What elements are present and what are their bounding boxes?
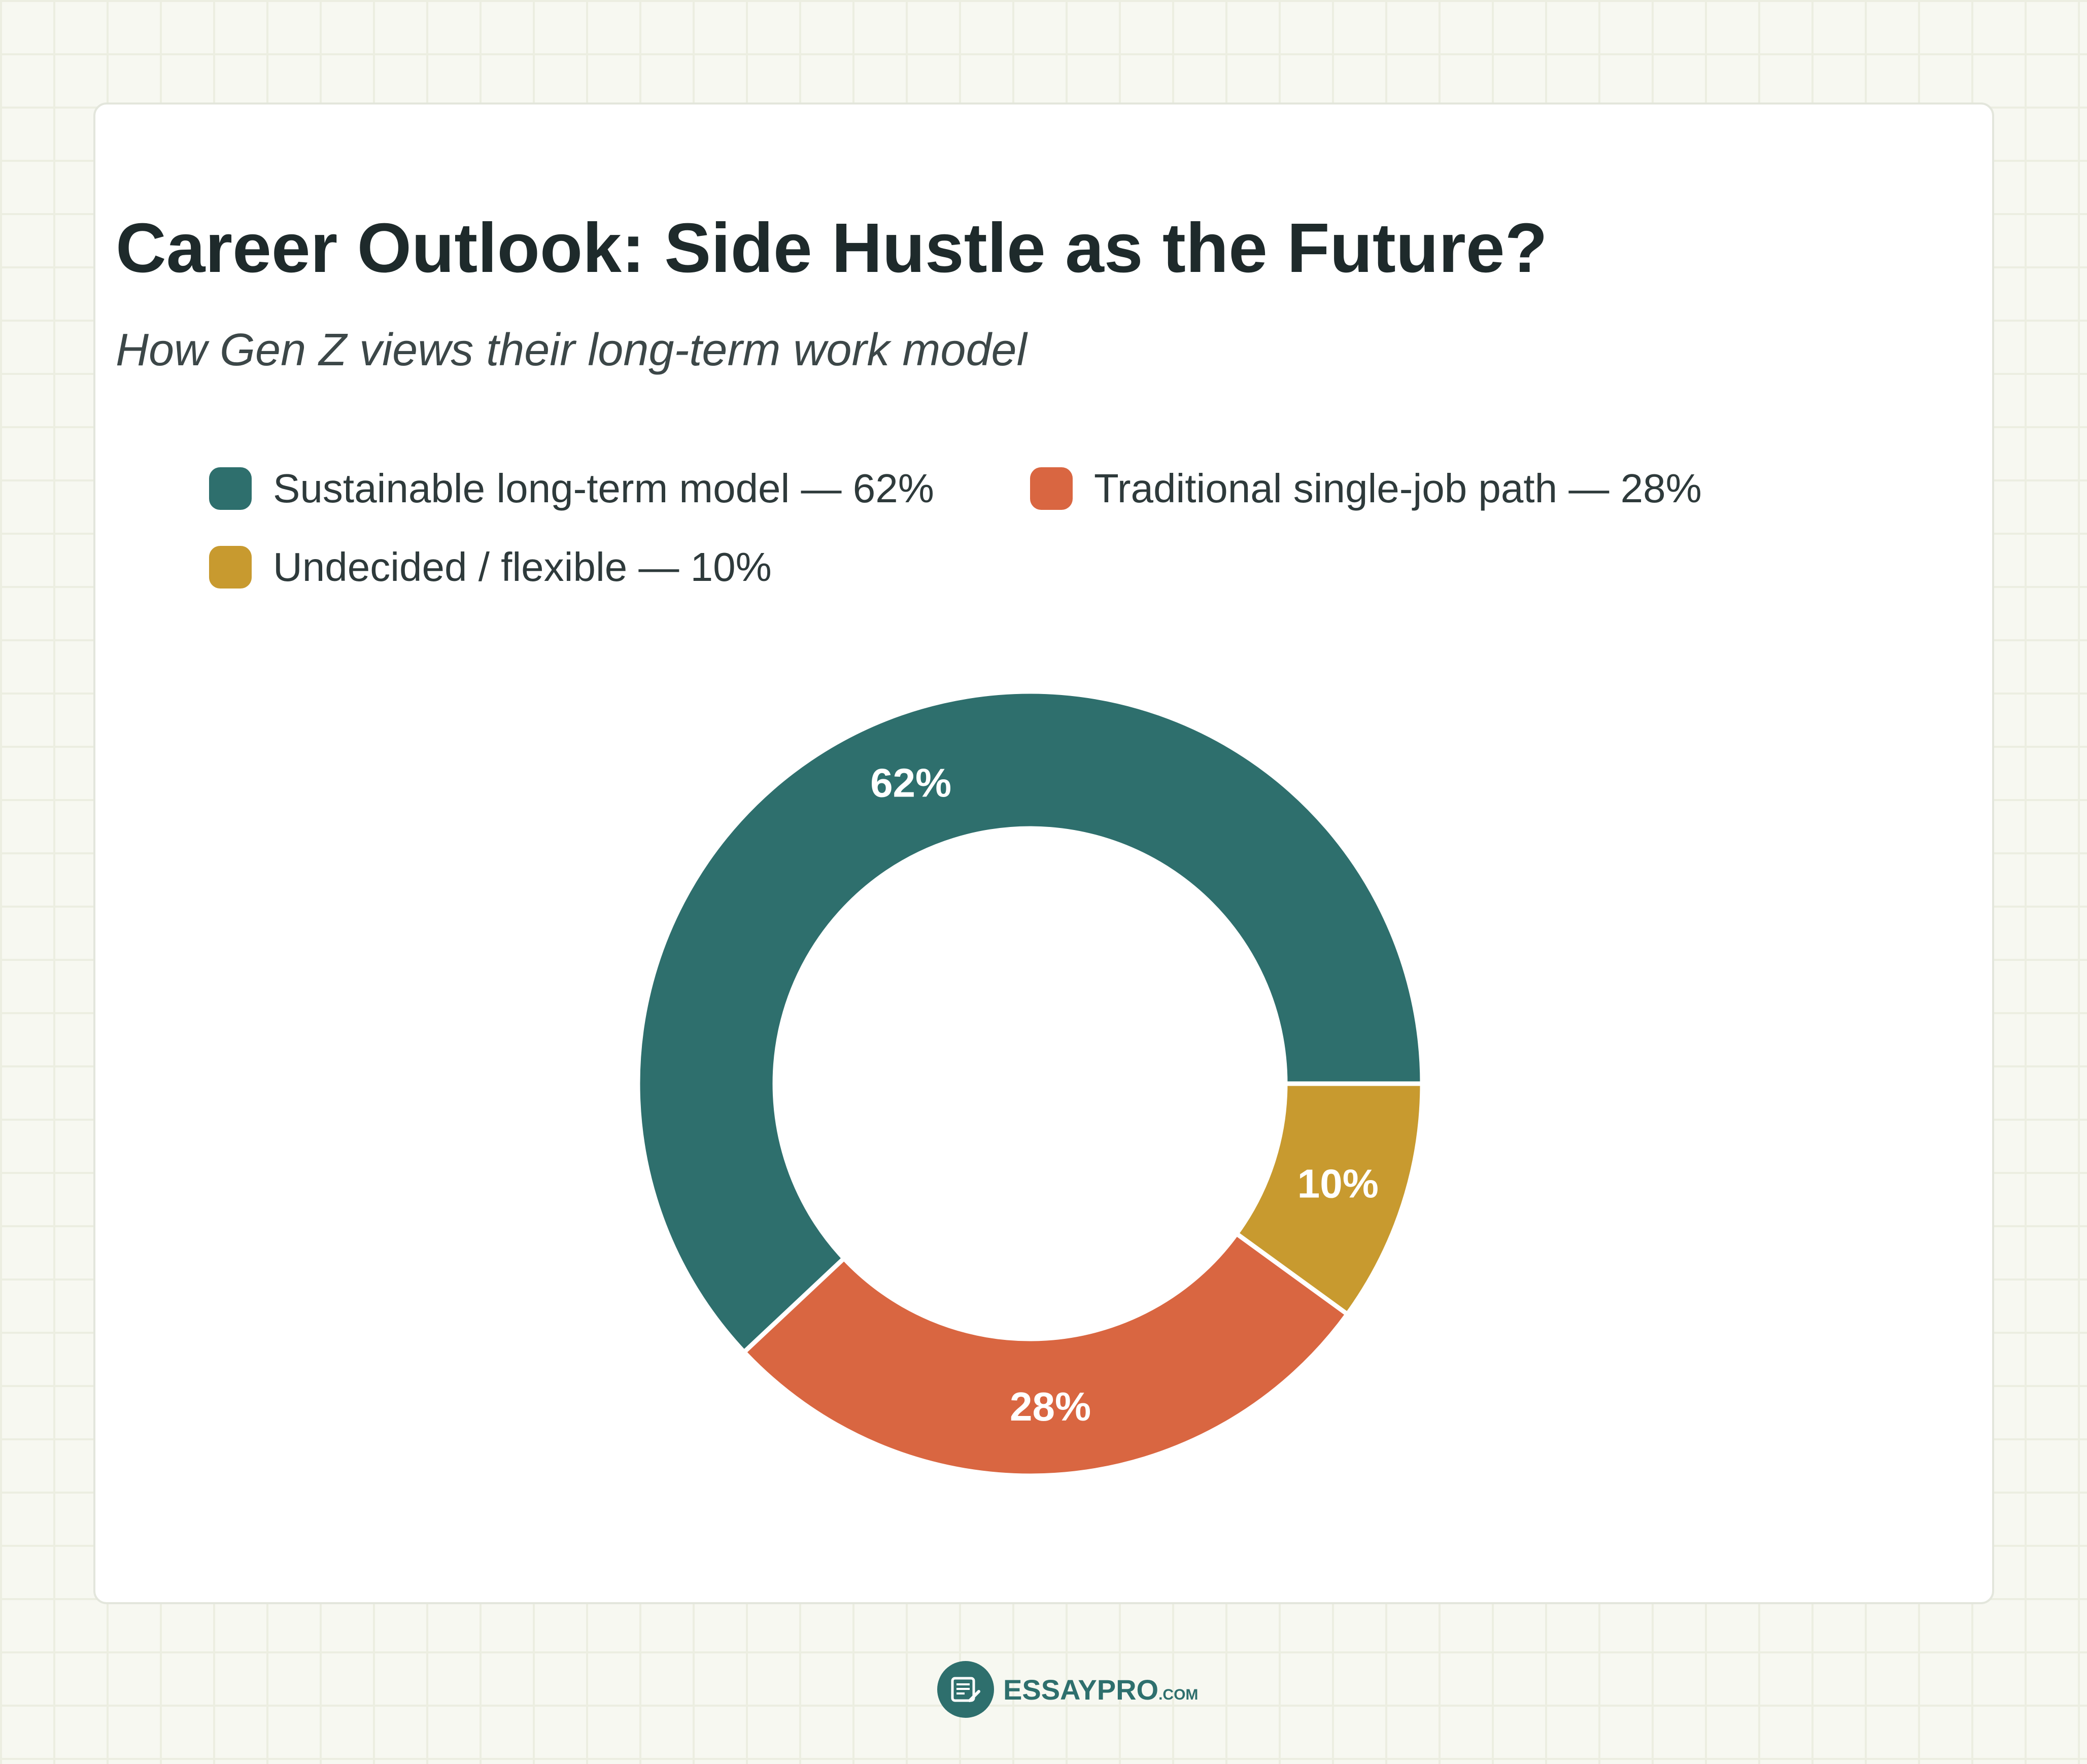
legend-label-sustainable: Sustainable long-term model — 62% [273,466,934,511]
legend-item-sustainable: Sustainable long-term model — 62% [209,467,934,510]
legend-swatch-undecided [209,546,252,589]
logo-word-pro: PRO [1097,1673,1159,1706]
legend-swatch-sustainable [209,467,252,510]
legend-label-traditional: Traditional single-job path — 28% [1094,466,1702,511]
donut-slice-undecided [1234,1081,1425,1317]
legend-label-undecided: Undecided / flexible — 10% [273,544,772,590]
logo-tld: .COM [1158,1686,1199,1703]
donut-slice-sustainable [635,689,1425,1355]
logo-word-essay: ESSAY [1003,1673,1097,1706]
donut-slice-traditional [742,1231,1350,1478]
chart-subtitle: How Gen Z views their long-term work mod… [116,325,1027,375]
slice-label-traditional: 28% [1010,1384,1091,1429]
chart-title: Career Outlook: Side Hustle as the Futur… [116,209,1548,287]
slice-label-undecided: 10% [1297,1161,1379,1206]
logo-wordmark: ESSAYPRO.COM [1003,1673,1198,1706]
legend-item-undecided: Undecided / flexible — 10% [209,546,772,589]
essay-document-pen-icon [937,1661,994,1718]
legend-item-traditional: Traditional single-job path — 28% [1030,467,1702,510]
slice-label-sustainable: 62% [870,760,951,805]
legend-swatch-traditional [1030,467,1073,510]
essaypro-logo: ESSAYPRO.COM [937,1659,1198,1720]
